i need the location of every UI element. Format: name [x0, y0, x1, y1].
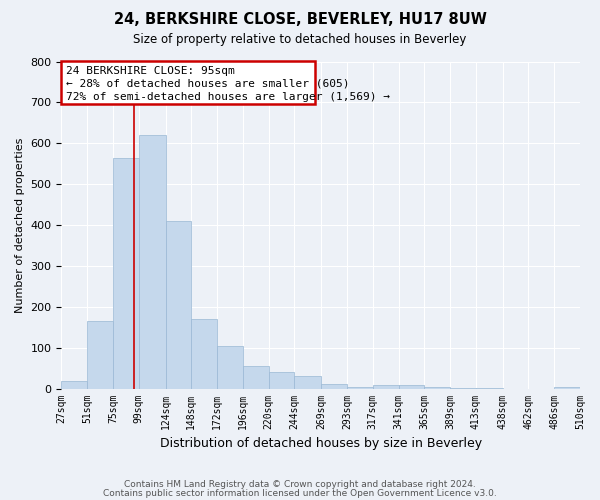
Bar	[269, 372, 295, 388]
X-axis label: Distribution of detached houses by size in Beverley: Distribution of detached houses by size …	[160, 437, 482, 450]
Bar	[191, 319, 217, 388]
Bar	[166, 221, 191, 388]
Text: Contains public sector information licensed under the Open Government Licence v3: Contains public sector information licen…	[103, 488, 497, 498]
Bar	[139, 135, 166, 388]
Bar	[373, 386, 398, 388]
Bar	[217, 346, 243, 389]
Text: 24, BERKSHIRE CLOSE, BEVERLEY, HU17 8UW: 24, BERKSHIRE CLOSE, BEVERLEY, HU17 8UW	[113, 12, 487, 28]
Text: Size of property relative to detached houses in Beverley: Size of property relative to detached ho…	[133, 32, 467, 46]
Bar	[554, 386, 580, 388]
Bar	[243, 366, 269, 388]
Bar	[321, 384, 347, 388]
Bar	[113, 158, 139, 388]
Text: 24 BERKSHIRE CLOSE: 95sqm: 24 BERKSHIRE CLOSE: 95sqm	[65, 66, 235, 76]
Bar	[398, 386, 424, 388]
Text: 72% of semi-detached houses are larger (1,569) →: 72% of semi-detached houses are larger (…	[65, 92, 389, 102]
Y-axis label: Number of detached properties: Number of detached properties	[15, 138, 25, 312]
Text: Contains HM Land Registry data © Crown copyright and database right 2024.: Contains HM Land Registry data © Crown c…	[124, 480, 476, 489]
Bar	[61, 381, 87, 388]
Bar	[87, 321, 113, 388]
Bar	[61, 62, 315, 104]
Bar	[295, 376, 321, 388]
Text: ← 28% of detached houses are smaller (605): ← 28% of detached houses are smaller (60…	[65, 78, 349, 88]
